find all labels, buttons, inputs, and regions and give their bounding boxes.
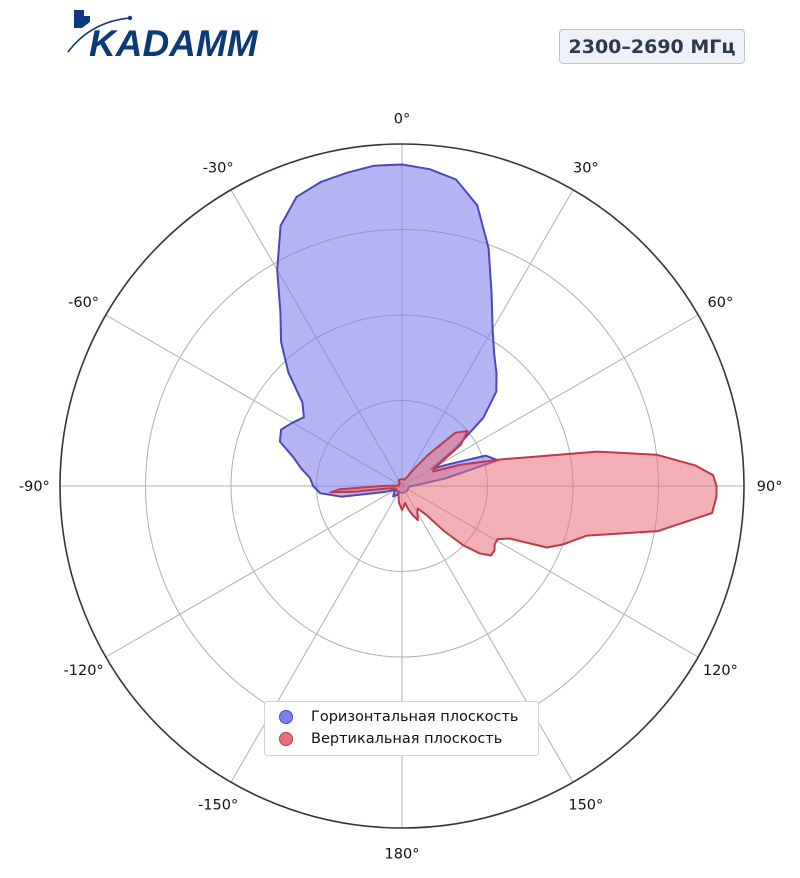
angle-tick-label-2: 60°: [708, 295, 734, 311]
frequency-band-badge: 2300–2690 МГц: [559, 29, 745, 64]
angle-tick-label-8: -120°: [64, 663, 104, 679]
angle-tick-label-7: -150°: [198, 797, 238, 813]
logo-swoosh: [67, 17, 131, 53]
angle-tick-label-9: -90°: [19, 479, 50, 495]
angle-gridline-2: [401, 314, 699, 487]
angle-tick-label-10: -60°: [68, 295, 99, 311]
legend-item-vertical: Вертикальная плоскость: [279, 728, 538, 750]
angle-tick-label-1: 30°: [573, 161, 599, 177]
legend-item-horizontal: Горизонтальная плоскость: [279, 706, 538, 728]
polar-series: [59, 143, 745, 829]
angle-tick-label-11: -30°: [203, 161, 234, 177]
angle-tick-label-4: 120°: [703, 663, 738, 679]
legend-marker-vertical: [279, 732, 293, 746]
series-area-0: [276, 163, 499, 498]
chart-legend: Горизонтальная плоскость Вертикальная пл…: [264, 701, 539, 756]
angle-tick-label-6: 180°: [385, 847, 420, 863]
legend-label-horizontal: Горизонтальная плоскость: [311, 709, 519, 725]
kadamm-logo-graphic: KADAMM: [67, 10, 259, 64]
logo-wordmark: KADAMM: [89, 23, 259, 62]
angle-gridline-8: [105, 485, 403, 658]
angle-gridline-5: [401, 485, 574, 783]
logo-swoosh-dot: [127, 15, 133, 21]
angle-gridline-7: [230, 485, 403, 783]
legend-label-vertical: Вертикальная плоскость: [311, 731, 503, 747]
logo-leaf-mark: [74, 10, 90, 28]
angle-tick-label-0: 0°: [394, 111, 410, 127]
polar-outer-frame: [59, 143, 745, 829]
legend-marker-horizontal: [279, 710, 293, 724]
brand-logo: KADAMM: [64, 6, 264, 66]
angle-tick-label-5: 150°: [568, 797, 603, 813]
angle-tick-label-3: 90°: [757, 479, 783, 495]
series-area-1: [329, 430, 718, 557]
angle-tick-labels: 0° 30° 60° 90° 120° 150° 180° -150° -120° -90° -60…: [19, 111, 783, 862]
